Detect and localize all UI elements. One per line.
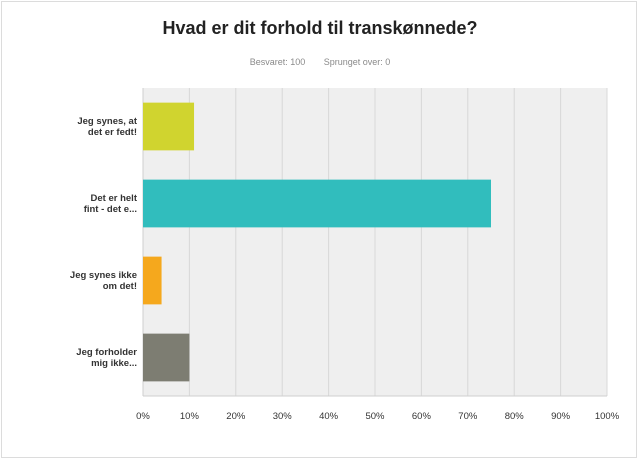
category-label: Det er helt bbox=[91, 193, 138, 204]
bar bbox=[143, 179, 491, 228]
category-label: mig ikke... bbox=[91, 358, 137, 369]
category-label: fint - det e... bbox=[84, 204, 137, 215]
x-tick-label: 60% bbox=[412, 411, 432, 422]
x-tick-label: 20% bbox=[226, 411, 246, 422]
bar bbox=[143, 333, 190, 382]
category-label: Jeg synes ikke bbox=[70, 270, 137, 281]
x-tick-label: 90% bbox=[551, 411, 571, 422]
x-tick-label: 30% bbox=[273, 411, 293, 422]
category-label: Jeg synes, at bbox=[77, 116, 138, 127]
category-label: om det! bbox=[103, 281, 137, 292]
bar bbox=[143, 256, 162, 305]
x-tick-label: 10% bbox=[180, 411, 200, 422]
category-label: Jeg forholder bbox=[76, 347, 137, 358]
chart-title: Hvad er dit forhold til transkønnede? bbox=[162, 18, 478, 38]
answered-count: Besvaret: 100 bbox=[249, 57, 306, 67]
x-tick-label: 70% bbox=[458, 411, 478, 422]
bar bbox=[143, 102, 195, 151]
category-label: det er fedt! bbox=[88, 127, 137, 138]
x-tick-label: 40% bbox=[319, 411, 339, 422]
skipped-count: Sprunget over: 0 bbox=[323, 57, 391, 67]
x-tick-label: 50% bbox=[365, 411, 385, 422]
x-tick-label: 0% bbox=[136, 411, 150, 422]
x-tick-label: 80% bbox=[505, 411, 525, 422]
x-tick-label: 100% bbox=[595, 411, 620, 422]
response-stats: Besvaret: 100 Sprunget over: 0 bbox=[0, 57, 640, 67]
